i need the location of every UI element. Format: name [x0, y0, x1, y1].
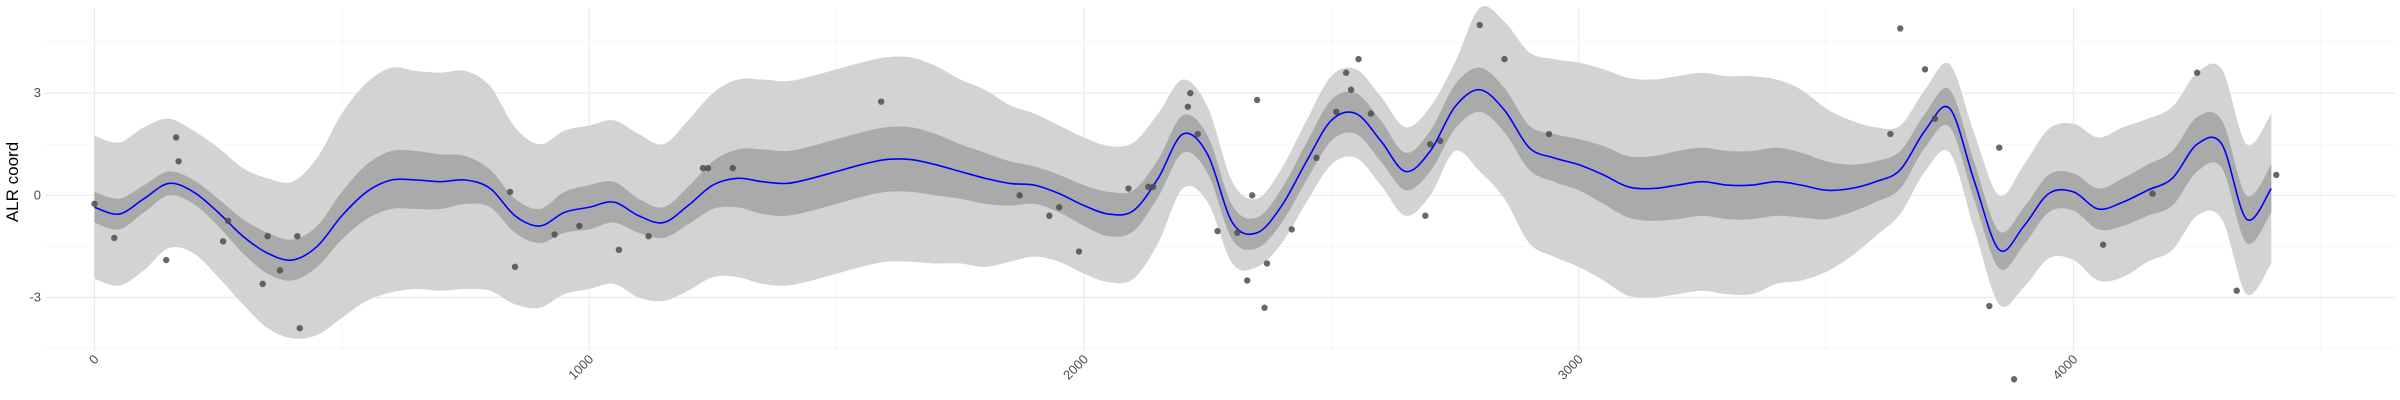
- data-point: [1263, 260, 1271, 267]
- data-point: [1986, 302, 1993, 310]
- inner-confidence-band: [94, 67, 2272, 281]
- data-point: [1436, 137, 1444, 145]
- data-point: [1016, 192, 1023, 199]
- data-point: [877, 98, 885, 105]
- data-point: [1150, 183, 1157, 191]
- data-point: [2233, 287, 2240, 294]
- y-tick-label: 0: [34, 187, 41, 202]
- data-point: [1422, 212, 1429, 219]
- data-point: [2149, 190, 2156, 197]
- data-point: [91, 200, 98, 208]
- data-point: [1427, 141, 1434, 148]
- data-point: [1288, 226, 1295, 233]
- data-point: [1075, 248, 1083, 255]
- data-point: [1347, 86, 1355, 93]
- data-point: [576, 222, 583, 230]
- data-point: [2010, 376, 2018, 383]
- data-point: [1367, 110, 1375, 117]
- data-point: [1187, 89, 1194, 97]
- x-tick-label: 4000: [2049, 352, 2080, 383]
- data-point: [551, 231, 558, 238]
- data-point: [1261, 304, 1268, 311]
- outer-confidence-band: [94, 6, 2272, 339]
- data-point: [172, 134, 180, 141]
- data-point: [1125, 185, 1132, 192]
- data-point: [1248, 192, 1256, 199]
- data-point: [296, 324, 303, 332]
- data-point: [1184, 103, 1192, 110]
- data-point: [1931, 115, 1939, 122]
- data-point: [1897, 25, 1904, 32]
- data-point: [1476, 21, 1483, 29]
- data-point: [1145, 183, 1152, 191]
- data-point: [704, 164, 712, 172]
- x-tick-label: 0: [86, 352, 102, 368]
- data-points: [91, 21, 2280, 383]
- data-point: [1333, 108, 1340, 116]
- data-point: [2193, 69, 2201, 76]
- data-point: [511, 263, 519, 271]
- data-point: [1313, 154, 1320, 162]
- x-axis-tick-labels: 0 1000 2000 3000 4000: [86, 352, 2081, 383]
- data-point: [1887, 130, 1894, 138]
- data-point: [1253, 96, 1261, 104]
- data-point: [1996, 144, 2003, 151]
- data-point: [219, 238, 227, 245]
- data-point: [1355, 55, 1362, 63]
- mean-trend-line: [94, 88, 2272, 262]
- data-point: [1046, 212, 1053, 219]
- data-point: [1194, 130, 1201, 138]
- data-point: [1214, 227, 1221, 235]
- data-point: [729, 164, 736, 172]
- data-point: [259, 280, 266, 288]
- data-point: [175, 158, 182, 165]
- data-point: [699, 164, 707, 172]
- y-tick-label: 3: [34, 85, 41, 100]
- data-point: [264, 232, 271, 240]
- x-tick-label: 3000: [1555, 352, 1586, 383]
- y-axis-tick-labels: -3 0 3: [29, 85, 41, 304]
- data-point: [294, 232, 301, 240]
- data-point: [2273, 171, 2280, 179]
- data-point: [1921, 66, 1929, 73]
- data-point: [163, 256, 170, 264]
- data-point: [645, 232, 652, 240]
- y-axis-title: ALR coord: [3, 142, 22, 222]
- y-tick-label: -3: [29, 290, 41, 305]
- data-point: [1501, 55, 1508, 63]
- data-point: [2099, 241, 2107, 248]
- data-point: [111, 234, 118, 242]
- data-point: [506, 188, 514, 196]
- data-point: [1342, 69, 1350, 76]
- data-point: [615, 246, 623, 254]
- data-point: [1056, 204, 1063, 211]
- x-tick-label: 2000: [1060, 352, 1091, 383]
- data-point: [1545, 130, 1553, 138]
- data-point: [1244, 277, 1251, 284]
- data-point: [276, 267, 284, 274]
- x-tick-label: 1000: [565, 352, 596, 383]
- data-point: [224, 217, 232, 225]
- data-point: [1234, 229, 1241, 236]
